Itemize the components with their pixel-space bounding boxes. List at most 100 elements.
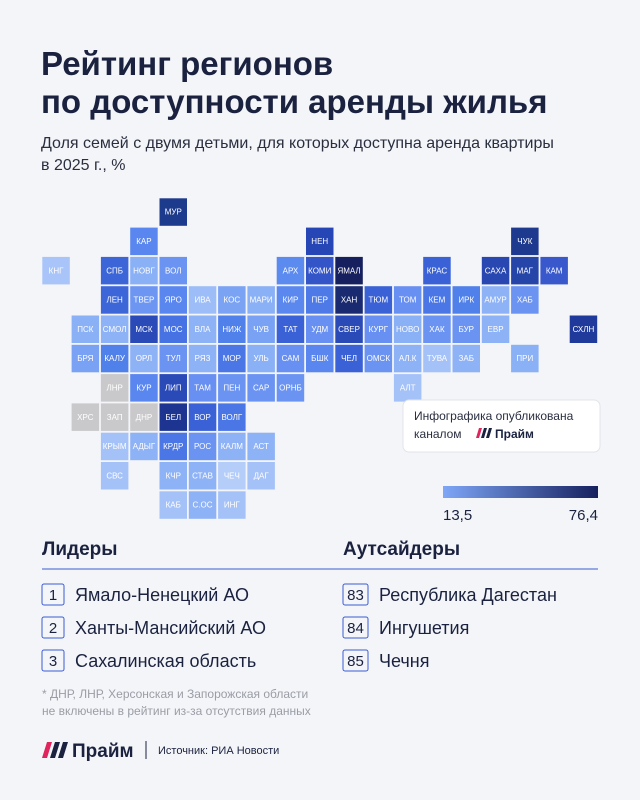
region-label: ОРНБ	[279, 383, 302, 392]
region-label: КРДР	[163, 442, 183, 451]
region-label: ВОЛГ	[221, 413, 242, 422]
region-label: ПЕН	[223, 383, 240, 392]
region-label: ДАГ	[254, 471, 270, 480]
region-label: ЯРО	[165, 296, 182, 305]
region-label: ЛЕН	[106, 296, 123, 305]
rank-lists: 1 Ямало-Ненецкий АО 2 Ханты-Мансийский АО 3 С…	[41, 583, 557, 672]
rank-number: 85	[347, 653, 364, 670]
region-label: ИНГ	[224, 501, 241, 510]
region-label: КЧР	[166, 471, 181, 480]
region-tile	[423, 315, 451, 343]
region-label: ВЛА	[195, 325, 211, 334]
region-tile	[393, 315, 422, 343]
region-label: РЯЗ	[195, 354, 211, 363]
region-name: Ямало-Ненецкий АО	[75, 585, 249, 605]
region-tile	[42, 256, 70, 285]
region-label: ТЮМ	[369, 296, 389, 305]
region-label: КИР	[283, 296, 299, 305]
region-label: КАЛМ	[221, 442, 243, 451]
region-label: МУР	[165, 208, 182, 217]
region-tile	[71, 344, 100, 373]
rank-number: 83	[347, 587, 364, 604]
region-label: УДМ	[311, 325, 328, 334]
region-label: СХЛН	[573, 325, 595, 334]
region-tile	[159, 491, 187, 519]
legend-max: 76,4	[569, 507, 598, 524]
region-tile	[100, 256, 129, 285]
region-label: КЕМ	[429, 296, 446, 305]
region-label: АСТ	[253, 442, 269, 451]
region-tile	[218, 286, 246, 314]
region-label: ХАБ	[517, 296, 533, 305]
note-line: каналом	[414, 427, 462, 441]
region-label: ПЕР	[312, 296, 328, 305]
region-tile	[452, 315, 480, 343]
region-label: КУРГ	[369, 325, 389, 334]
region-tile	[159, 344, 187, 373]
region-label: ОРЛ	[136, 354, 152, 363]
region-tile	[393, 374, 422, 402]
region-label: СВЕР	[338, 325, 360, 334]
region-label: НЕН	[311, 237, 328, 246]
region-label: МАГ	[517, 266, 534, 275]
region-tile	[306, 344, 334, 373]
region-tile	[100, 344, 129, 373]
note-brand: Прайм	[495, 427, 534, 441]
region-tile	[218, 374, 246, 402]
region-label: ЯМАЛ	[337, 266, 360, 275]
region-label: АМУР	[484, 296, 506, 305]
region-tile	[218, 432, 246, 461]
region-label: НИЖ	[222, 325, 242, 334]
footer-source: Источник: РИА Новости	[158, 745, 279, 757]
region-tile	[276, 286, 305, 314]
region-tile	[423, 286, 451, 314]
outsiders-title: Аутсайдеры	[343, 539, 460, 560]
region-tile	[540, 256, 568, 285]
rank-box	[41, 616, 65, 639]
region-tile	[247, 462, 275, 490]
region-label: СВС	[106, 471, 123, 480]
region-tile	[71, 403, 100, 431]
region-tile	[159, 374, 187, 402]
region-tile	[130, 227, 158, 256]
region-tile	[306, 227, 334, 256]
region-tile	[218, 315, 246, 343]
region-tile	[393, 286, 422, 314]
region-tile	[364, 315, 393, 343]
region-tile	[188, 462, 217, 490]
region-label: ЧУК	[517, 237, 532, 246]
region-tile	[335, 315, 363, 343]
region-tile	[452, 286, 480, 314]
footnote-line: не включены в рейтинг из-за отсутствия д…	[42, 704, 311, 718]
region-label: ЕВР	[488, 325, 504, 334]
region-tile	[159, 403, 187, 431]
region-tile	[306, 315, 334, 343]
region-label: ВОЛ	[165, 266, 181, 275]
region-label: ЗАБ	[459, 354, 474, 363]
rank-number: 84	[347, 620, 364, 637]
region-label: КОС	[224, 296, 241, 305]
region-tile	[276, 256, 305, 285]
region-tile	[247, 344, 275, 373]
region-label: ЧЕЛ	[341, 354, 357, 363]
region-label: УЛЬ	[253, 354, 268, 363]
region-tile	[218, 403, 246, 431]
region-label: ВОР	[194, 413, 211, 422]
region-label: ОМСК	[367, 354, 391, 363]
region-tile	[188, 344, 217, 373]
region-label: СПБ	[106, 266, 123, 275]
region-label: ТВЕР	[133, 296, 154, 305]
region-label: РОС	[194, 442, 211, 451]
region-tile	[335, 344, 363, 373]
region-tile	[188, 315, 217, 343]
rank-box	[342, 583, 369, 606]
region-label: КОМИ	[308, 266, 331, 275]
rank-box	[342, 649, 369, 672]
region-tile	[276, 344, 305, 373]
region-tile	[276, 374, 305, 402]
region-label: МОР	[223, 354, 241, 363]
region-tile	[569, 315, 598, 343]
region-tile	[71, 315, 100, 343]
region-tile	[100, 315, 129, 343]
legend-bar	[443, 486, 598, 498]
